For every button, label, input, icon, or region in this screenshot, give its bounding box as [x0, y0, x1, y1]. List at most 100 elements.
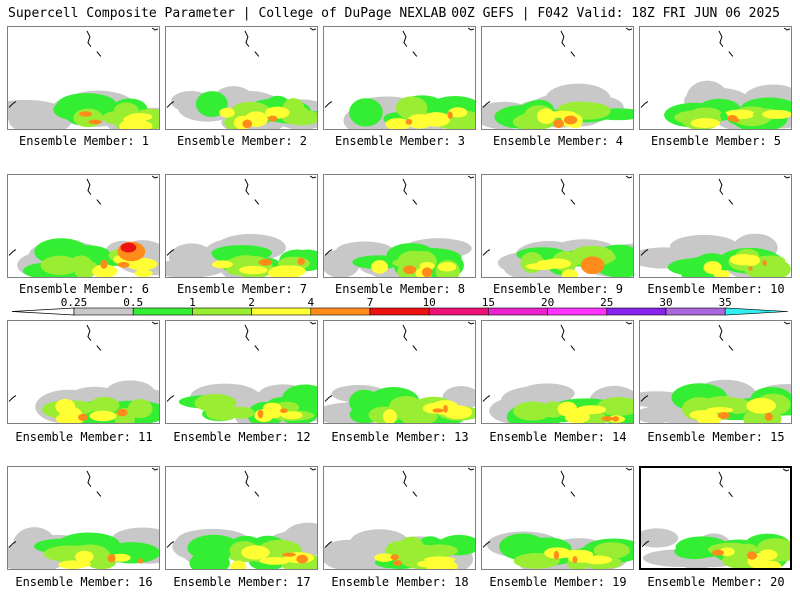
- valid-time: 00Z GEFS | F042 Valid: 18Z FRI JUN 06 20…: [451, 6, 780, 21]
- coastline: [8, 541, 17, 548]
- scp-map: [324, 321, 475, 423]
- ensemble-member-map[interactable]: [7, 26, 160, 130]
- lake-shoreline: [412, 345, 418, 351]
- colorbar-bin: [310, 307, 371, 316]
- scp-contour-2: [119, 119, 147, 129]
- colorbar-bin: [369, 307, 430, 316]
- scp-contour-2: [75, 550, 94, 563]
- coastline: [482, 395, 491, 402]
- scp-map: [640, 321, 791, 423]
- coastline: [640, 101, 649, 108]
- ensemble-member-map[interactable]: [481, 320, 634, 424]
- coastline: [8, 395, 17, 402]
- lake-shoreline: [86, 324, 92, 341]
- ensemble-member-map[interactable]: [165, 174, 318, 278]
- lake-shoreline: [728, 51, 734, 57]
- lake-shoreline: [244, 324, 250, 341]
- member-label: Ensemble Member: 15: [647, 430, 785, 444]
- member-label: Ensemble Member: 20: [647, 575, 785, 589]
- scp-contour-2: [713, 270, 731, 277]
- scp-contour-0.25: [166, 259, 225, 277]
- ensemble-member-map[interactable]: [165, 320, 318, 424]
- ensemble-member-map[interactable]: [323, 466, 476, 570]
- ensemble-member-map[interactable]: [481, 26, 634, 130]
- colorbar-low-end: [11, 307, 75, 316]
- coastline: [151, 321, 159, 325]
- scp-contour-4: [268, 115, 278, 122]
- scp-contour-4: [138, 558, 143, 564]
- colorbar-bin: [73, 307, 134, 316]
- coastline: [324, 541, 333, 548]
- scp-contour-2: [127, 113, 153, 121]
- lake-shoreline: [254, 199, 260, 205]
- coastline: [783, 27, 791, 31]
- ensemble-member-map[interactable]: [481, 466, 634, 570]
- lake-shoreline: [96, 345, 102, 351]
- colorbar-tick-label: 1: [189, 296, 196, 309]
- scp-contour-2: [89, 410, 117, 422]
- ensemble-member-map[interactable]: [481, 174, 634, 278]
- lake-shoreline: [402, 178, 408, 195]
- ensemble-member-map[interactable]: [639, 174, 792, 278]
- scp-contour-2: [583, 555, 613, 565]
- lake-shoreline: [560, 30, 566, 47]
- scp-contour-2: [740, 254, 760, 266]
- scp-map: [166, 467, 317, 569]
- scp-contour-1: [513, 401, 552, 421]
- ensemble-member-map[interactable]: [323, 320, 476, 424]
- scp-contour-0.25: [324, 539, 373, 569]
- lake-shoreline: [570, 51, 576, 57]
- scp-contour-2: [385, 118, 411, 129]
- scp-contour-4: [405, 118, 413, 125]
- scp-contour-4: [553, 550, 560, 560]
- scp-contour-2: [696, 411, 722, 423]
- coastline: [309, 321, 317, 325]
- scp-contour-1: [593, 542, 630, 559]
- scp-contour-4: [447, 111, 453, 119]
- scp-contour-0.25: [519, 383, 575, 404]
- scp-contour-2: [55, 412, 85, 423]
- ensemble-member-map[interactable]: [165, 466, 318, 570]
- scp-contour-0.5: [349, 98, 383, 127]
- scp-contour-1: [127, 399, 153, 419]
- ensemble-member-map[interactable]: [639, 26, 792, 130]
- ensemble-member-map[interactable]: [7, 320, 160, 424]
- scp-map: [166, 321, 317, 423]
- scp-contour-2: [259, 557, 290, 565]
- scp-contour-2: [110, 553, 131, 562]
- coastline: [625, 467, 633, 471]
- scp-contour-4: [764, 412, 773, 421]
- lake-shoreline: [412, 491, 418, 497]
- scp-contour-2: [760, 560, 782, 568]
- scp-contour-4: [279, 408, 288, 414]
- scp-contour-4: [553, 119, 564, 129]
- ensemble-member-map[interactable]: [639, 320, 792, 424]
- scp-map: [640, 175, 791, 277]
- scp-contour-2: [239, 265, 268, 275]
- member-label: Ensemble Member: 5: [650, 134, 782, 148]
- colorbar-tick-label: 15: [482, 296, 495, 309]
- scp-contour-4: [390, 554, 399, 561]
- scp-contour-2: [422, 112, 451, 127]
- colorbar-tick-label: 10: [423, 296, 436, 309]
- scp-map: [640, 27, 791, 129]
- ensemble-member-map[interactable]: [323, 26, 476, 130]
- lake-shoreline: [718, 178, 724, 195]
- ensemble-member-map[interactable]: [7, 466, 160, 570]
- ensemble-member-map[interactable]: [323, 174, 476, 278]
- lake-shoreline: [728, 199, 734, 205]
- scp-contour-4: [78, 413, 89, 421]
- scp-contour-4: [257, 409, 264, 419]
- scp-contour-4: [88, 119, 103, 125]
- coastline: [151, 27, 159, 31]
- scp-contour-4: [282, 552, 296, 557]
- ensemble-member-map[interactable]: [165, 26, 318, 130]
- scp-contour-1: [596, 397, 633, 416]
- lake-shoreline: [570, 345, 576, 351]
- lake-shoreline: [718, 324, 724, 341]
- scp-contour-0.25: [640, 406, 677, 423]
- ensemble-member-map[interactable]: [639, 466, 792, 570]
- scp-contour-2: [230, 560, 247, 569]
- ensemble-member-map[interactable]: [7, 174, 160, 278]
- scp-contour-1: [40, 255, 80, 276]
